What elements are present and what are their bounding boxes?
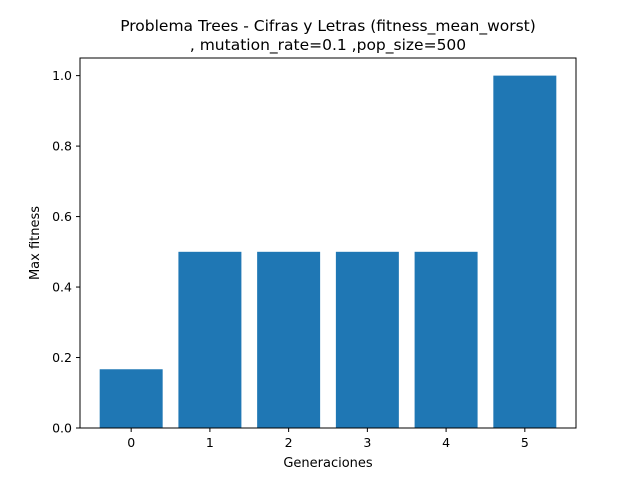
bar-2 [257, 251, 321, 428]
bar-3 [335, 251, 399, 428]
x-tick-label: 2 [285, 435, 293, 450]
y-tick-label: 0.6 [52, 209, 72, 224]
chart-title-line-2: , mutation_rate=0.1 ,pop_size=500 [190, 36, 466, 55]
x-axis-ticks: 0 1 2 3 4 5 [127, 428, 529, 450]
bar-5 [493, 75, 557, 428]
y-tick-label: 0.2 [52, 350, 72, 365]
y-tick-label: 0.8 [52, 139, 72, 154]
x-tick-label: 4 [442, 435, 450, 450]
bar-0 [99, 369, 163, 428]
x-axis-label: Generaciones [283, 456, 373, 471]
bar-series [99, 75, 557, 428]
x-tick-label: 1 [206, 435, 214, 450]
bar-4 [414, 251, 478, 428]
x-tick-label: 3 [363, 435, 371, 450]
y-axis-ticks: 0.0 0.2 0.4 0.6 0.8 1.0 [52, 68, 80, 436]
x-tick-label: 0 [127, 435, 135, 450]
plot-frame [79, 57, 577, 429]
y-tick-label: 0.0 [52, 421, 72, 436]
y-tick-label: 1.0 [52, 68, 72, 83]
chart-title-line-1: Problema Trees - Cifras y Letras (fitnes… [120, 17, 536, 36]
bar-1 [178, 251, 242, 428]
x-tick-label: 5 [521, 435, 529, 450]
y-axis-label: Max fitness [28, 206, 43, 280]
y-tick-label: 0.4 [52, 280, 72, 295]
